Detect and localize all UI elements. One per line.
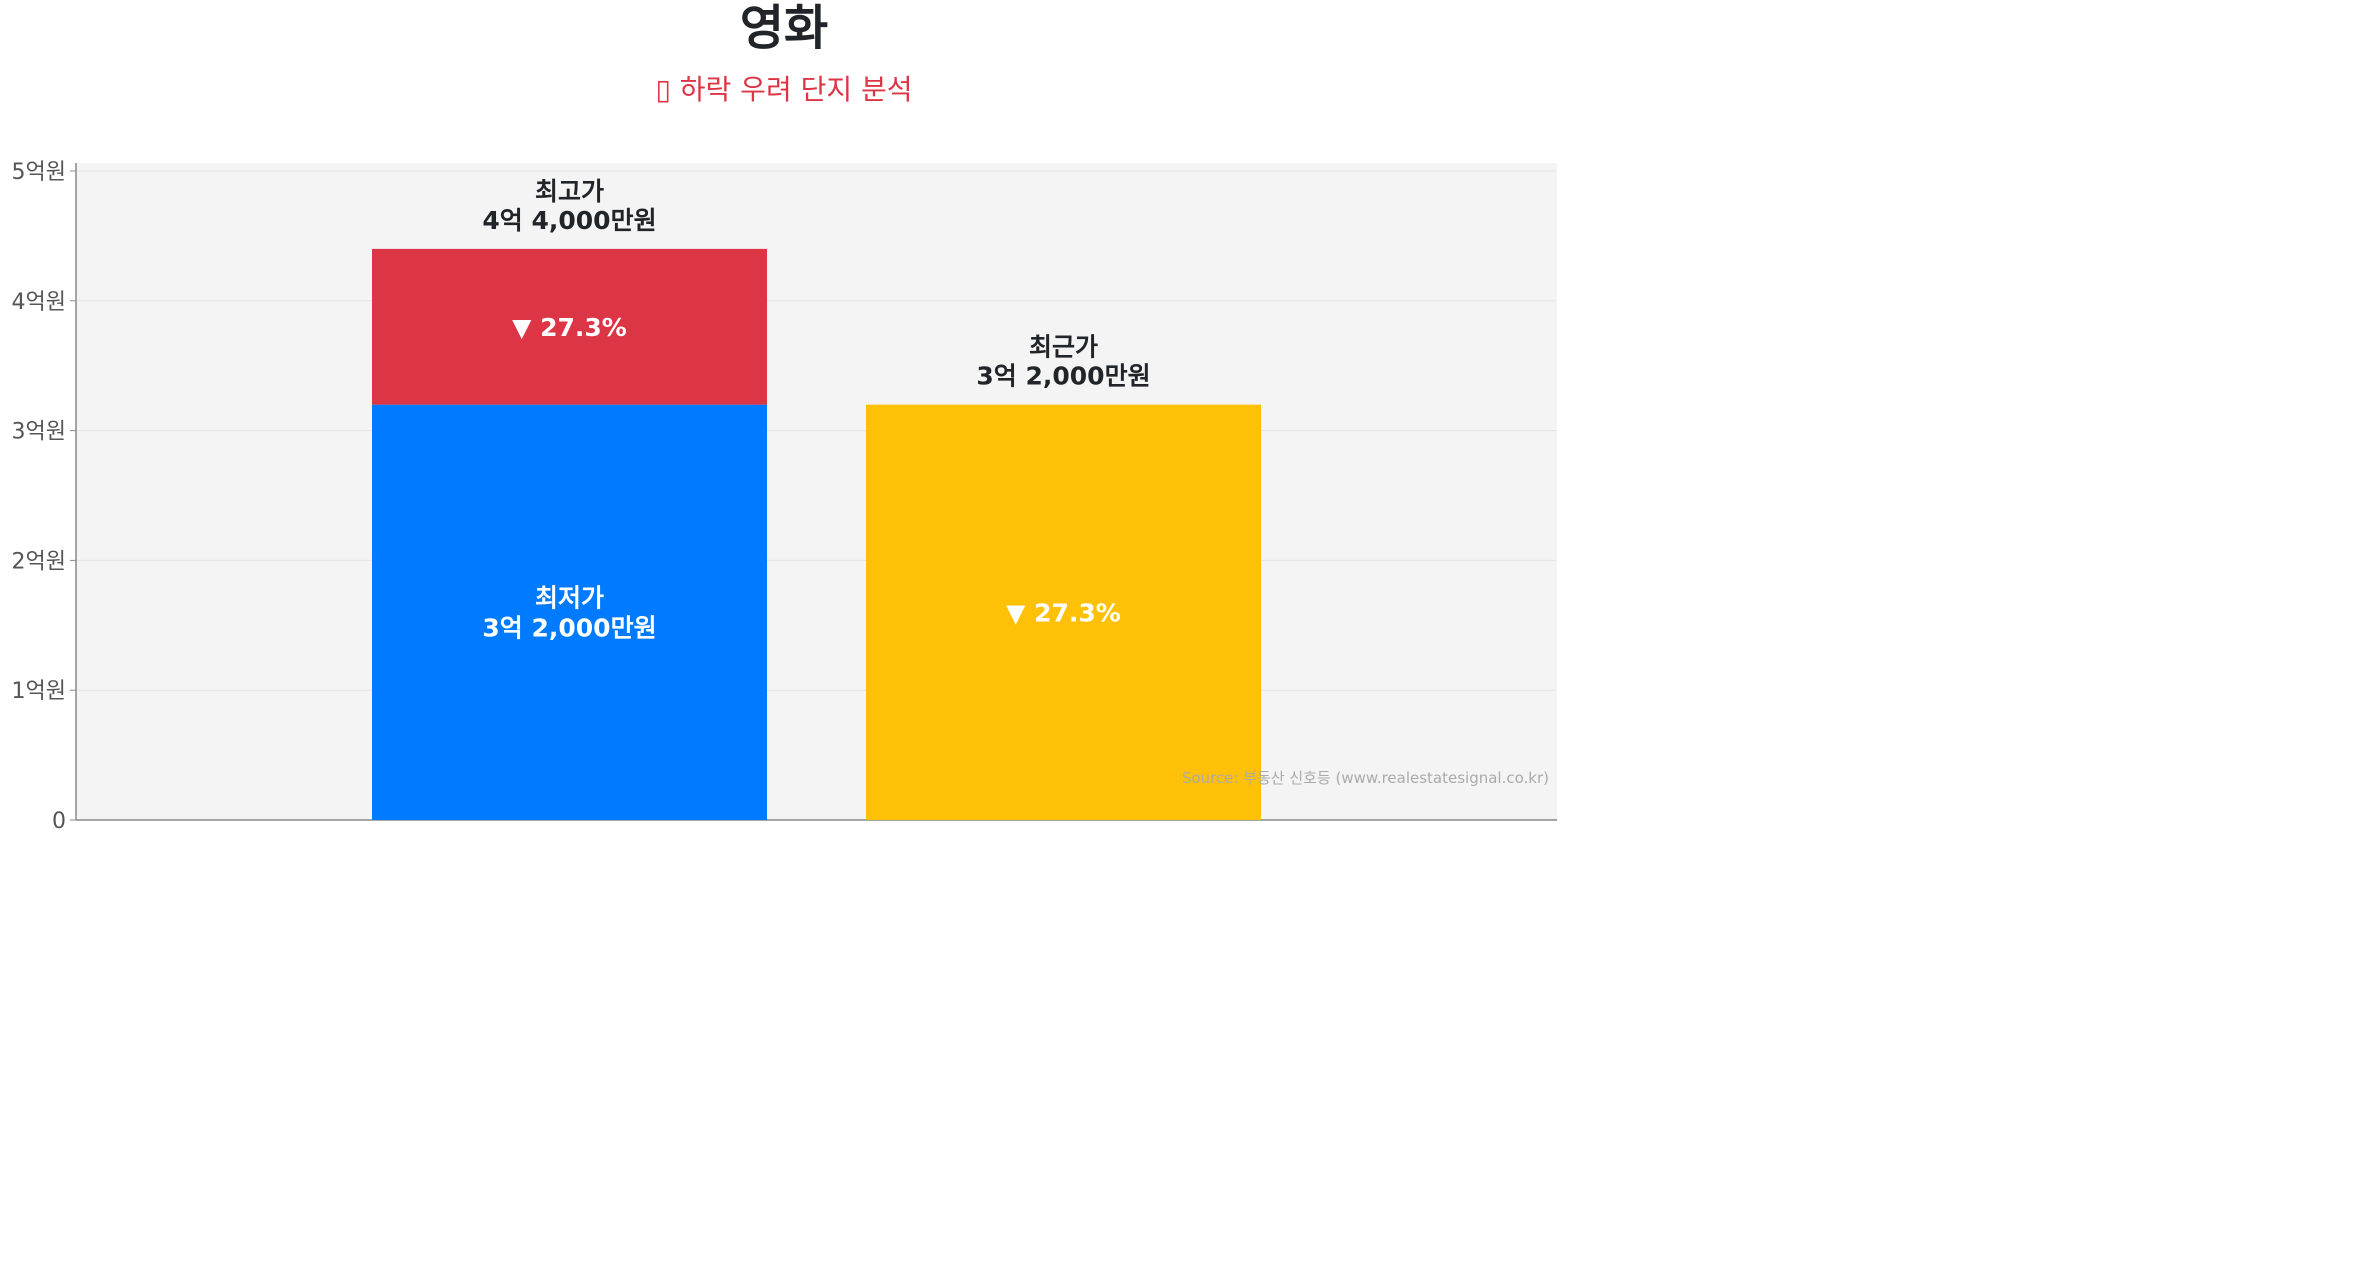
y-tick-label: 5억원 xyxy=(12,160,66,185)
bar-segment-label: 3억 2,000만원 xyxy=(482,613,656,642)
chart-subtitle: ▯ 하락 우려 단지 분석 xyxy=(655,73,913,106)
source-note: Source: 부동산 신호등 (www.realestatesignal.co… xyxy=(1182,769,1549,787)
bar-segment-label: ▼ 27.3% xyxy=(1006,598,1121,627)
bar-top-label: 3억 2,000만원 xyxy=(976,362,1150,391)
y-tick-label: 0 xyxy=(52,809,66,834)
y-tick-label: 1억원 xyxy=(12,679,66,704)
bar-top-label: 최근가 xyxy=(1029,333,1098,362)
bar-segment-label: ▼ 27.3% xyxy=(512,313,627,342)
bar-segment xyxy=(372,404,767,820)
y-tick-label: 4억원 xyxy=(12,290,66,315)
bar-segment-label: 최저가 xyxy=(535,583,604,612)
y-tick-label: 2억원 xyxy=(12,549,66,574)
bar-segment xyxy=(372,248,767,405)
y-tick-label: 3억원 xyxy=(12,420,66,445)
plot-area xyxy=(76,163,1557,820)
chart-title: 영화 xyxy=(739,0,829,56)
bar-top-label: 4억 4,000만원 xyxy=(482,206,656,235)
bar-top-label: 최고가 xyxy=(535,177,604,206)
bar-segment xyxy=(866,404,1261,820)
